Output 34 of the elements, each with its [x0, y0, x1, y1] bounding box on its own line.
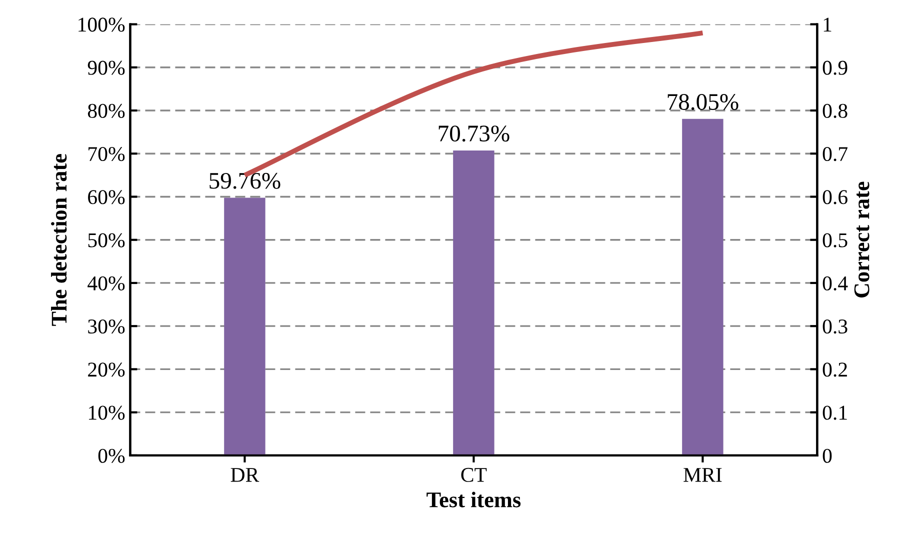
x-tick-label: MRI: [684, 468, 722, 482]
y-tick-label: 60%: [88, 190, 125, 204]
data-label: 78.05%: [668, 94, 738, 110]
y-tick-label: 100%: [78, 18, 125, 32]
y2-tick-label: 0.6: [822, 190, 848, 204]
bar: [682, 118, 724, 456]
data-label: 70.73%: [438, 126, 510, 142]
x-tick-label: CT: [461, 468, 487, 482]
y2-tick-label: 0.5: [822, 233, 848, 248]
y2-tick-label: 0.9: [822, 60, 848, 75]
y2-tick-label: 1: [824, 18, 832, 32]
x-axis-title: Test items: [426, 492, 521, 508]
y-tick-label: 50%: [88, 233, 125, 248]
y2-tick-label: 0.3: [822, 319, 848, 334]
y-axis-title: The detection rate: [51, 154, 67, 326]
y-tick-label: 70%: [88, 146, 125, 162]
y-tick-label: 20%: [88, 362, 125, 377]
bar: [453, 150, 494, 456]
y2-tick-label: 0: [822, 448, 832, 463]
y2-tick-label: 0.7: [822, 146, 848, 162]
x-tick-label: DR: [230, 468, 260, 482]
y-tick-label: 10%: [88, 406, 125, 420]
y-tick-label: 90%: [88, 60, 125, 75]
y-tick-label: 40%: [88, 276, 125, 290]
bar: [224, 198, 266, 456]
y-tick-label: 30%: [88, 319, 125, 334]
data-label: 59.76%: [210, 172, 280, 189]
y-tick-label: 0%: [98, 448, 125, 463]
y2-tick-label: 0.4: [822, 276, 848, 290]
y2-tick-label: 0.8: [822, 104, 848, 118]
y-tick-label: 80%: [88, 104, 125, 118]
y2-axis-title: Correct rate: [854, 182, 870, 298]
y2-tick-label: 0.1: [822, 406, 847, 420]
y2-tick-label: 0.2: [822, 362, 847, 377]
